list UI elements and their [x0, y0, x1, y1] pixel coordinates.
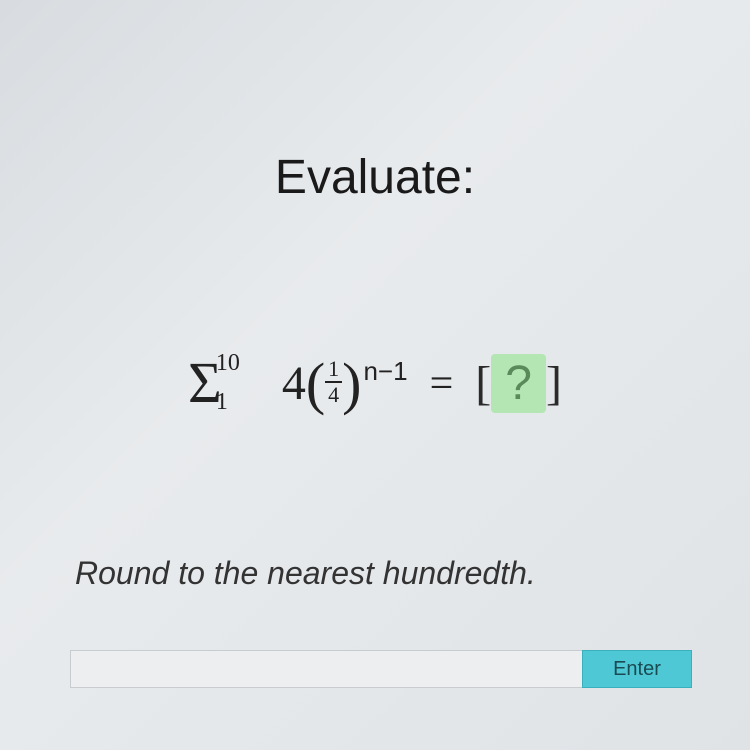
sigma-symbol: Σ 10 1	[188, 354, 222, 414]
coefficient: 4	[282, 357, 306, 410]
sigma-lower-bound: 1	[216, 389, 228, 416]
problem-screen: Evaluate: Σ 10 1 4(14)n−1 = [?] Round to…	[0, 0, 750, 750]
close-paren: )	[342, 351, 361, 416]
answer-input-row: Enter	[70, 650, 692, 688]
rounding-instruction: Round to the nearest hundredth.	[75, 555, 536, 592]
fraction: 14	[325, 358, 342, 406]
math-expression: Σ 10 1 4(14)n−1 = [?]	[0, 350, 750, 417]
answer-bracket-close: ]	[546, 357, 562, 410]
fraction-denominator: 4	[325, 383, 342, 406]
prompt-title: Evaluate:	[0, 150, 750, 205]
exponent: n−1	[363, 356, 407, 386]
enter-button[interactable]: Enter	[582, 650, 692, 688]
sigma-upper-bound: 10	[216, 350, 240, 377]
equals-sign: =	[430, 361, 454, 407]
answer-input[interactable]	[70, 650, 582, 688]
answer-bracket-open: [	[475, 357, 491, 410]
fraction-numerator: 1	[325, 358, 342, 383]
open-paren: (	[306, 351, 325, 416]
answer-placeholder-box: ?	[491, 354, 546, 413]
